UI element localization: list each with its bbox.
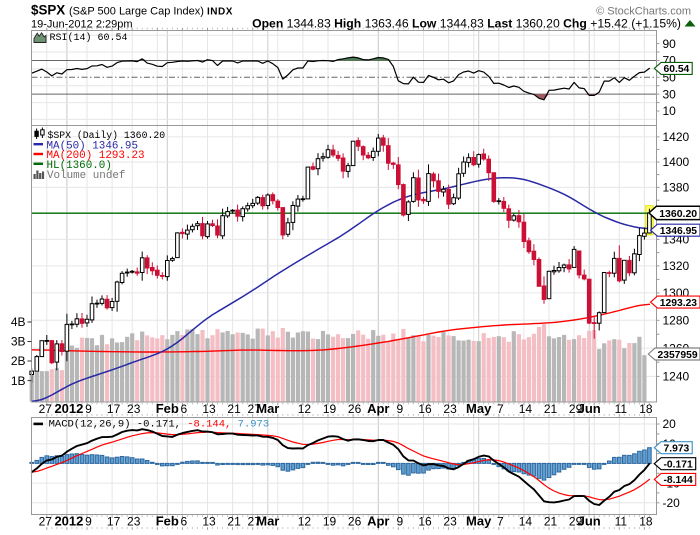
svg-text:9: 9 [396,402,403,416]
svg-text:Mar: Mar [256,401,279,416]
svg-text:-20: -20 [663,496,681,510]
svg-text:1320: 1320 [663,259,690,273]
svg-text:19: 19 [323,402,337,416]
svg-text:12: 12 [298,402,312,416]
svg-text:2012: 2012 [54,401,83,416]
svg-text:3B: 3B [11,335,26,349]
svg-text:-0.171: -0.171 [664,460,693,471]
svg-text:19-Jun-2012 2:29pm: 19-Jun-2012 2:29pm [31,18,133,30]
svg-text:11: 11 [615,402,628,416]
svg-text:20: 20 [663,417,677,431]
svg-text:$SPX (Daily) 1360.20: $SPX (Daily) 1360.20 [48,130,166,141]
svg-text:MA(200) 1293.23: MA(200) 1293.23 [47,150,145,162]
svg-text:Feb: Feb [156,513,179,528]
svg-text:1B: 1B [11,374,26,388]
svg-text:7: 7 [497,514,504,528]
svg-text:21: 21 [544,402,558,416]
svg-text:18: 18 [639,514,653,528]
svg-text:27: 27 [39,402,53,416]
svg-text:Apr: Apr [367,513,389,528]
svg-text:9: 9 [85,402,92,416]
svg-text:1420: 1420 [663,130,690,144]
svg-text:Open 1344.83 High 1363.46 Low: Open 1344.83 High 1363.46 Low 1344.83 La… [252,16,681,30]
svg-text:23: 23 [443,402,457,416]
svg-text:23: 23 [127,402,141,416]
svg-text:1400: 1400 [663,155,690,169]
svg-text:21: 21 [544,514,558,528]
svg-text:Jun: Jun [578,513,601,528]
svg-text:Feb: Feb [156,401,179,416]
svg-text:INDX: INDX [207,7,233,18]
svg-text:2012: 2012 [54,513,83,528]
svg-text:7: 7 [497,402,504,416]
svg-text:23: 23 [127,514,141,528]
svg-text:1240: 1240 [663,370,690,384]
svg-text:MA(50) 1346.95: MA(50) 1346.95 [47,140,139,152]
svg-text:7.973: 7.973 [664,444,690,455]
svg-text:17: 17 [107,402,121,416]
svg-text:19: 19 [323,514,337,528]
svg-text:27: 27 [39,514,53,528]
svg-text:9: 9 [396,514,403,528]
svg-text:14: 14 [519,514,533,528]
svg-text:Apr: Apr [367,401,389,416]
svg-text:1346.95: 1346.95 [660,226,697,237]
svg-text:29: 29 [569,402,583,416]
svg-text:MACD(12,26,9) -0.171, -8.144,: MACD(12,26,9) -0.171, -8.144, 7.973 [49,418,270,430]
svg-text:11: 11 [615,514,628,528]
svg-text:(S&P 500 Large Cap Index): (S&P 500 Large Cap Index) [69,6,204,18]
svg-text:16: 16 [418,514,432,528]
svg-text:17: 17 [107,514,121,528]
svg-text:HL(1360.0): HL(1360.0) [47,160,112,172]
svg-text:18: 18 [639,402,653,416]
svg-text:May: May [466,401,492,416]
svg-text:4B: 4B [11,315,26,329]
svg-text:1280: 1280 [663,314,690,328]
svg-text:2B: 2B [11,354,26,368]
svg-text:9: 9 [85,514,92,528]
svg-text:Volume undef: Volume undef [47,170,125,182]
svg-text:12: 12 [298,514,312,528]
svg-text:27: 27 [248,402,262,416]
svg-text:29: 29 [569,514,583,528]
svg-text:1380: 1380 [663,181,690,195]
svg-text:Jun: Jun [578,401,601,416]
svg-text:1293.23: 1293.23 [660,298,697,309]
svg-text:RSI(14) 60.54: RSI(14) 60.54 [50,32,128,44]
svg-text:6: 6 [181,514,188,528]
svg-text:90: 90 [663,37,677,51]
svg-text:6: 6 [181,402,188,416]
svg-text:16: 16 [418,402,432,416]
svg-text:26: 26 [348,514,362,528]
svg-text:13: 13 [202,514,216,528]
svg-text:30: 30 [663,87,677,101]
svg-text:1360.20: 1360.20 [659,208,697,220]
svg-text:27: 27 [248,514,262,528]
svg-text:21: 21 [227,514,241,528]
svg-text:14: 14 [519,402,533,416]
svg-text:-8.144: -8.144 [664,475,693,486]
svg-text:May: May [466,513,492,528]
svg-text:23: 23 [443,514,457,528]
svg-text:© StockCharts.com: © StockCharts.com [596,6,691,18]
svg-text:$SPX: $SPX [31,3,65,18]
svg-text:10: 10 [663,104,677,118]
svg-text:60.54: 60.54 [664,64,690,75]
svg-text:2357959: 2357959 [658,350,698,361]
svg-text:26: 26 [348,402,362,416]
svg-text:Mar: Mar [256,513,279,528]
svg-text:13: 13 [202,402,216,416]
svg-text:21: 21 [227,402,241,416]
